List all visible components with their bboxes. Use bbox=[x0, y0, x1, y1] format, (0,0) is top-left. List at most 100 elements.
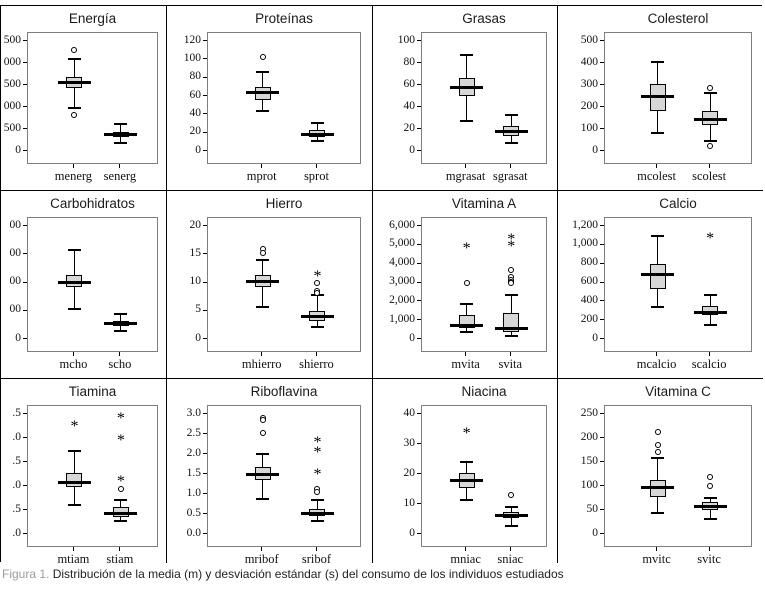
y-tick bbox=[23, 309, 27, 311]
outlier-star: * bbox=[70, 417, 79, 435]
x-category-label: scalcio bbox=[691, 357, 727, 371]
panel-title: Calcio bbox=[659, 196, 697, 211]
median-line bbox=[693, 117, 727, 121]
y-tick-label: 1,200 bbox=[572, 218, 598, 231]
whisker-cap bbox=[504, 113, 518, 116]
y-tick-label: 0 bbox=[15, 143, 21, 156]
y-tick bbox=[417, 338, 421, 339]
panel-title: Niacina bbox=[461, 384, 507, 399]
plot-area bbox=[604, 405, 752, 547]
outlier-circle bbox=[707, 483, 714, 490]
caption-label: Figura 1. bbox=[2, 567, 50, 581]
x-tick bbox=[261, 352, 263, 356]
x-category-label: svitc bbox=[697, 552, 721, 563]
x-category-label: shierro bbox=[299, 357, 334, 371]
y-tick-label: 5 bbox=[195, 303, 201, 316]
median-line bbox=[300, 511, 334, 515]
y-tick bbox=[203, 513, 207, 514]
x-tick bbox=[708, 164, 710, 168]
y-tick bbox=[417, 128, 421, 129]
y-tick bbox=[203, 338, 207, 339]
y-tick-label: 00 bbox=[9, 218, 22, 231]
y-tick-label: .0 bbox=[12, 430, 21, 443]
y-tick bbox=[417, 62, 421, 63]
y-tick bbox=[203, 533, 207, 534]
whisker-cap bbox=[460, 461, 474, 463]
y-tick bbox=[417, 473, 421, 474]
y-tick bbox=[600, 84, 604, 85]
median-line bbox=[246, 472, 280, 476]
whisker-cap bbox=[651, 457, 665, 460]
panel-title: Carbohidratos bbox=[50, 196, 135, 211]
y-tick-label: 0 bbox=[409, 331, 415, 344]
x-tick bbox=[119, 547, 121, 551]
outlier-circle bbox=[314, 279, 321, 286]
outlier-circle bbox=[654, 449, 661, 456]
y-tick-label: .0 bbox=[12, 478, 21, 491]
y-tick-label: .5 bbox=[12, 406, 21, 419]
y-tick bbox=[417, 84, 421, 85]
panel-title: Hierro bbox=[265, 196, 303, 211]
whisker-cap bbox=[504, 142, 518, 145]
y-tick-label: 20 bbox=[403, 121, 416, 134]
whisker-cap bbox=[114, 122, 128, 125]
y-tick-label: 500 bbox=[580, 33, 598, 46]
y-tick bbox=[203, 453, 207, 454]
whisker-cap bbox=[310, 121, 324, 124]
y-tick-label: 0 bbox=[195, 331, 201, 344]
y-tick-label: 1.5 bbox=[186, 466, 201, 479]
y-tick-label: 4,000 bbox=[389, 256, 415, 269]
y-tick-label: 150 bbox=[580, 454, 598, 467]
y-tick bbox=[600, 225, 604, 226]
whisker-cap bbox=[256, 306, 270, 309]
y-tick-label: 100 bbox=[397, 33, 415, 46]
panel-12: Vitamina C 250 200 150 100 50 0 mvitc svitc bbox=[558, 379, 763, 563]
y-tick-label: 0.5 bbox=[186, 506, 201, 519]
whisker-cap bbox=[460, 54, 474, 57]
y-tick-label: 500 bbox=[3, 77, 21, 90]
y-tick-label: 1,000 bbox=[389, 312, 415, 325]
whisker-cap bbox=[460, 120, 474, 123]
outlier-circle bbox=[508, 267, 515, 274]
y-tick bbox=[600, 533, 604, 534]
y-tick bbox=[203, 309, 207, 311]
y-tick bbox=[417, 262, 421, 264]
y-tick bbox=[23, 225, 27, 226]
x-category-label: mcolest bbox=[637, 169, 676, 183]
y-tick-label: 60 bbox=[403, 77, 416, 90]
whisker-line bbox=[316, 294, 318, 327]
median-line bbox=[450, 478, 484, 482]
y-tick-label: 500 bbox=[3, 121, 21, 134]
x-tick bbox=[261, 164, 263, 168]
y-tick bbox=[23, 150, 27, 151]
median-line bbox=[300, 314, 334, 318]
y-tick bbox=[600, 262, 604, 264]
y-tick-label: 0 bbox=[15, 331, 21, 344]
median-line bbox=[494, 513, 528, 517]
x-category-label: sribof bbox=[301, 552, 332, 563]
x-category-label: sgrasat bbox=[492, 169, 528, 183]
y-tick bbox=[417, 300, 421, 302]
y-tick-label: .5 bbox=[12, 502, 21, 515]
outlier-circle bbox=[259, 430, 266, 437]
y-tick bbox=[417, 40, 421, 41]
x-category-label: stiam bbox=[106, 552, 134, 563]
y-tick-label: 50 bbox=[586, 502, 599, 515]
whisker-cap bbox=[256, 259, 270, 262]
y-tick bbox=[23, 533, 27, 534]
median-line bbox=[104, 133, 138, 137]
outlier-circle bbox=[71, 111, 78, 118]
y-tick-label: 6,000 bbox=[389, 218, 415, 231]
outlier-star: * bbox=[313, 466, 322, 483]
x-tick bbox=[261, 547, 263, 551]
y-tick-label: 3.0 bbox=[186, 406, 201, 419]
outlier-star: * bbox=[706, 230, 715, 248]
whisker-cap bbox=[703, 497, 717, 499]
panel-1: Energía 500 000 500 000 500 0 menerg senerg bbox=[1, 6, 167, 191]
y-tick bbox=[23, 461, 27, 462]
whisker-cap bbox=[651, 61, 665, 64]
x-tick bbox=[119, 352, 121, 356]
panel-4: Colesterol 500 400 300 200 100 0 mcolest scolest bbox=[558, 6, 763, 191]
median-line bbox=[641, 272, 675, 276]
